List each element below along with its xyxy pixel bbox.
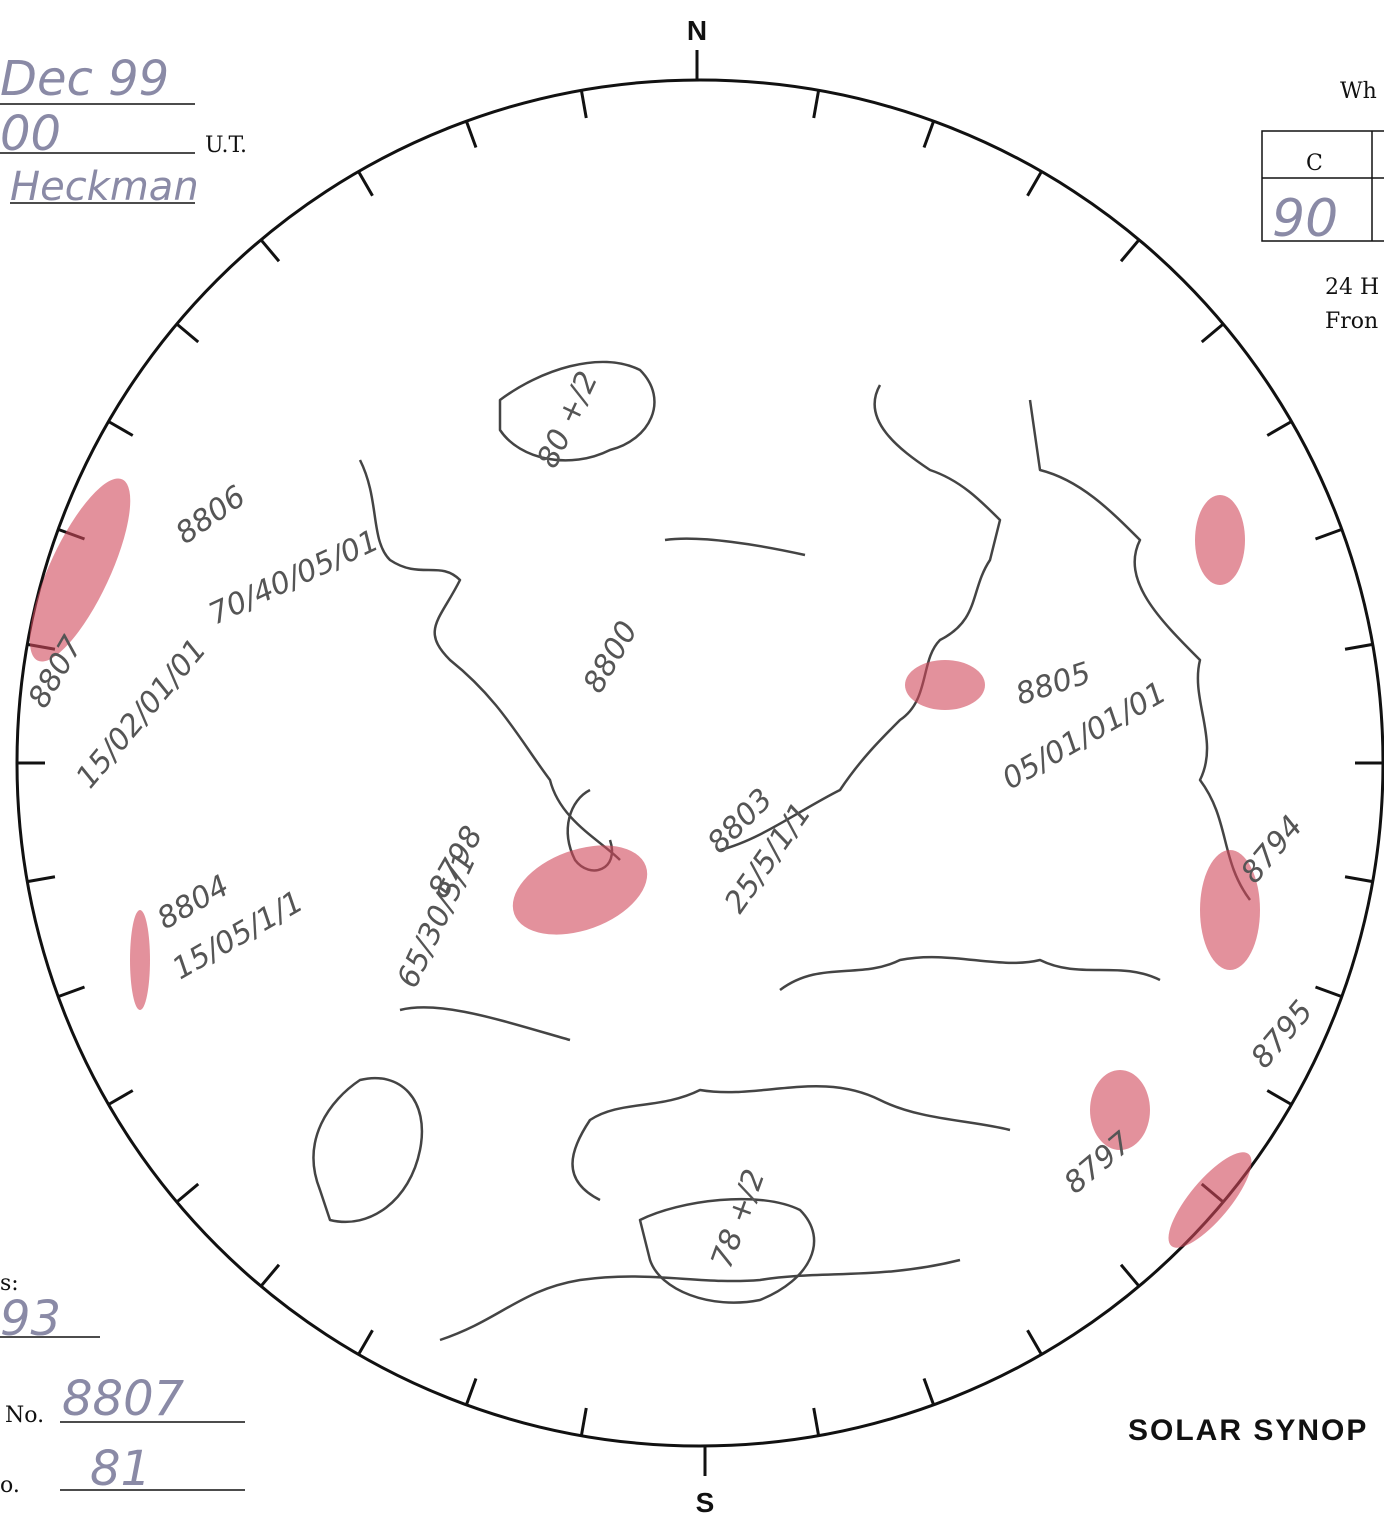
region-number: 8794 bbox=[1234, 809, 1310, 890]
info-value: 90 bbox=[1272, 189, 1338, 249]
region-class: 70/40/05/01 bbox=[204, 523, 385, 632]
sketch bbox=[312, 360, 1252, 1342]
footer-value: 93 bbox=[0, 1291, 61, 1347]
limb-tick bbox=[259, 238, 281, 263]
info-column: C bbox=[1306, 151, 1323, 176]
limb-tick bbox=[107, 420, 134, 437]
time-unit: U.T. bbox=[205, 133, 247, 158]
footer-label: o. bbox=[0, 1473, 20, 1498]
limb-tick bbox=[1200, 322, 1225, 344]
limb-tick bbox=[259, 1263, 281, 1288]
limb-tick bbox=[1266, 1089, 1293, 1106]
form-title: SOLAR SYNOP bbox=[1128, 1414, 1368, 1447]
footer-value: 81 bbox=[90, 1441, 151, 1497]
limb-tick bbox=[1119, 1263, 1141, 1288]
limb-tick bbox=[357, 170, 374, 197]
limb-tick bbox=[175, 1182, 200, 1204]
limb-tick bbox=[175, 322, 200, 344]
limb-tick bbox=[464, 1377, 478, 1406]
limb-tick bbox=[1119, 238, 1141, 263]
plage-shading bbox=[29, 478, 1260, 1248]
limb-tick bbox=[1344, 642, 1373, 651]
info-heading: Wh bbox=[1340, 79, 1377, 104]
footer-label: s: bbox=[0, 1271, 19, 1296]
limb-tick bbox=[1314, 527, 1343, 541]
limb-tick bbox=[812, 1407, 821, 1436]
limb-tick bbox=[357, 1329, 374, 1356]
limb-tick bbox=[1314, 985, 1343, 999]
limb-tick bbox=[812, 90, 821, 119]
limb-tick bbox=[1266, 420, 1293, 437]
limb-tick bbox=[1026, 1329, 1043, 1356]
limb-tick bbox=[922, 1377, 936, 1406]
limb-tick bbox=[579, 90, 588, 119]
limb-tick bbox=[464, 120, 478, 149]
region-number: 8800 bbox=[577, 615, 645, 699]
footer-value: 8807 bbox=[62, 1371, 185, 1427]
limb-tick bbox=[922, 120, 936, 149]
limb-tick bbox=[1344, 875, 1373, 884]
region-number: 8806 bbox=[170, 479, 253, 551]
limb-tick bbox=[27, 875, 56, 884]
date: Dec 99 bbox=[0, 51, 169, 107]
north-label: N bbox=[687, 15, 707, 46]
region-class: 15/02/01/01 bbox=[69, 632, 213, 795]
plage-label: 78 +/2 bbox=[705, 1165, 773, 1273]
south-label: S bbox=[696, 1487, 715, 1516]
info-note: Fron bbox=[1325, 309, 1378, 334]
region-number: 8805 bbox=[1012, 656, 1095, 713]
info-note: 24 H bbox=[1325, 275, 1379, 300]
region-number: 8795 bbox=[1244, 994, 1320, 1075]
limb-tick bbox=[57, 985, 86, 999]
limb-tick bbox=[1026, 170, 1043, 197]
footer-label: No. bbox=[5, 1403, 44, 1428]
limb-tick bbox=[107, 1089, 134, 1106]
limb-tick bbox=[579, 1407, 588, 1436]
info-box bbox=[1261, 130, 1384, 242]
